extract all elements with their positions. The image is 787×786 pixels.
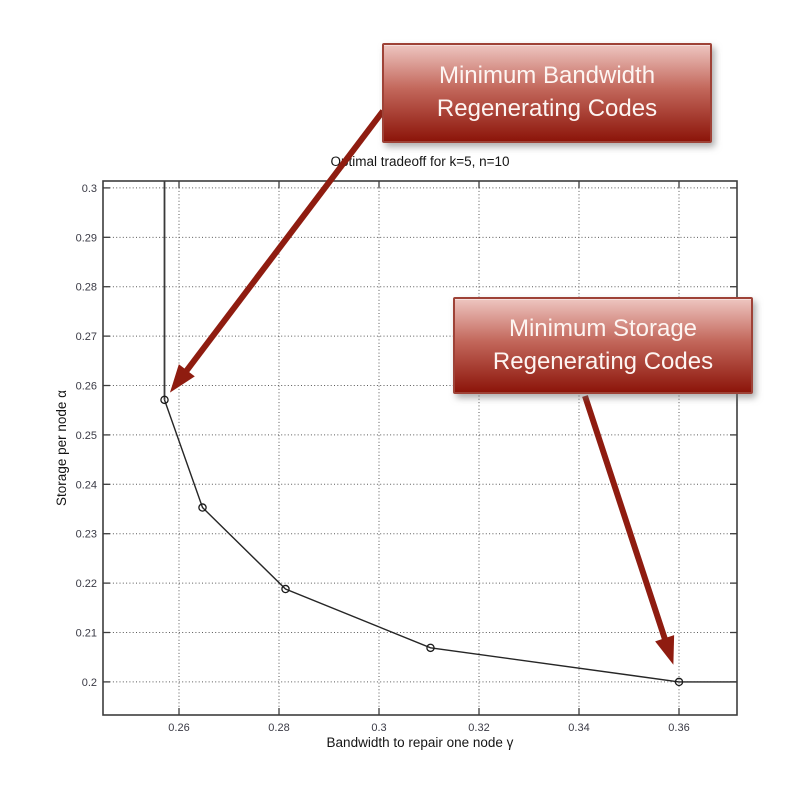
tick-labels: 0.26 0.28 0.3 0.32 0.34 0.36 0.2 0.21 0.22 0.23 0.… xyxy=(76,183,690,734)
y-tick-label: 0.21 xyxy=(76,628,97,640)
y-tick-label: 0.24 xyxy=(76,479,97,491)
mbr-arrow-shaft xyxy=(182,109,386,376)
x-tick-label: 0.32 xyxy=(468,722,489,734)
mbr-callout: Minimum Bandwidth Regenerating Codes xyxy=(382,43,712,143)
msr-arrow-shaft xyxy=(582,395,669,643)
mbr-callout-line2: Regenerating Codes xyxy=(436,95,658,122)
plot-border xyxy=(102,180,738,716)
msr-callout-line2: Regenerating Codes xyxy=(492,348,714,375)
x-tick-label: 0.34 xyxy=(568,722,589,734)
x-tick-label: 0.28 xyxy=(268,722,289,734)
y-tick-label: 0.26 xyxy=(76,381,97,393)
mbr-arrow xyxy=(169,109,386,393)
y-axis-label: Storage per node α xyxy=(54,390,69,506)
msr-arrow-head xyxy=(655,635,675,665)
data-point-marker xyxy=(160,395,169,405)
y-tick-label: 0.22 xyxy=(76,578,97,590)
data-point-marker xyxy=(426,643,435,653)
y-tick-label: 0.2 xyxy=(82,677,97,689)
y-tick-label: 0.25 xyxy=(76,430,97,442)
y-tick-label: 0.27 xyxy=(76,331,97,343)
data-point-marker xyxy=(674,677,684,687)
x-tick-label: 0.26 xyxy=(168,722,189,734)
grid-lines xyxy=(103,181,737,715)
msr-callout-line1: Minimum Storage xyxy=(508,315,698,342)
y-tick-label: 0.3 xyxy=(82,183,97,195)
plot-title: Optimal tradeoff for k=5, n=10 xyxy=(330,154,509,169)
reference-lines xyxy=(163,181,737,683)
x-tick-label: 0.36 xyxy=(668,722,689,734)
y-tick-label: 0.23 xyxy=(76,529,97,541)
msr-arrow xyxy=(582,395,675,665)
data-point-marker xyxy=(281,584,290,594)
mbr-callout-line1: Minimum Bandwidth xyxy=(438,62,656,89)
msr-callout: Minimum Storage Regenerating Codes xyxy=(453,297,753,394)
mbr-arrow-head xyxy=(169,364,195,393)
data-point-marker xyxy=(198,503,207,512)
plot-generated-content: 0.26 0.28 0.3 0.32 0.34 0.36 0.2 0.21 0.22 0.23 0.… xyxy=(76,109,738,734)
y-tick-label: 0.29 xyxy=(76,232,97,244)
x-axis-label: Bandwidth to repair one node γ xyxy=(327,735,514,750)
axis-ticks xyxy=(103,181,737,715)
y-tick-label: 0.28 xyxy=(76,282,97,294)
x-tick-label: 0.3 xyxy=(371,722,386,734)
data-point-markers xyxy=(160,395,684,687)
optimal-tradeoff-curve xyxy=(163,399,680,683)
